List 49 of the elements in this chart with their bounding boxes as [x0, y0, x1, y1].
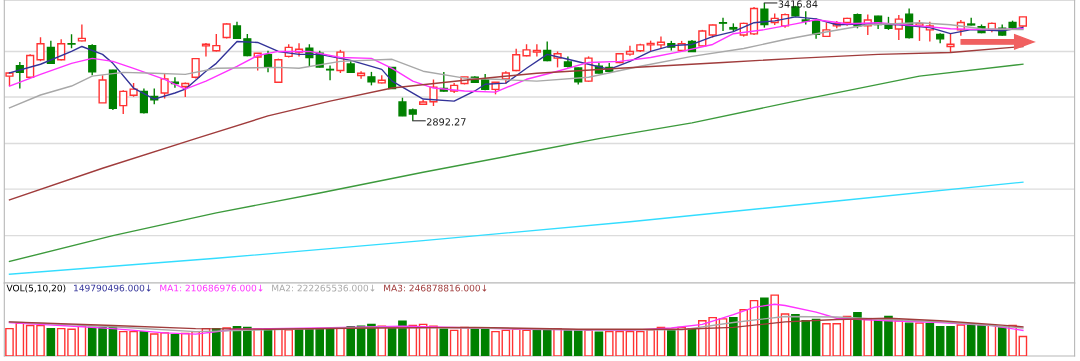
bar: [346, 326, 356, 356]
bar: [211, 327, 221, 356]
candlestick: [77, 23, 86, 43]
candlestick: [263, 50, 273, 74]
candlestick: [160, 73, 169, 100]
candlestick: [201, 42, 211, 58]
text: VOL(5,10,20): [6, 284, 66, 293]
bar: [925, 323, 935, 356]
text: MA1: 210686976.000↓: [160, 284, 263, 292]
bar: [811, 318, 821, 356]
bar: [573, 330, 583, 356]
bar: [367, 323, 376, 356]
text: MA2: 222265536.000↓: [272, 284, 375, 292]
candlestick: [325, 64, 335, 81]
bar: [325, 328, 335, 356]
candlestick: [36, 36, 45, 63]
bar: [946, 326, 955, 356]
bar: [542, 329, 552, 356]
bar: [935, 326, 945, 356]
bar: [439, 328, 449, 356]
bar: [563, 330, 573, 356]
bar: [139, 330, 149, 356]
bar: [170, 333, 180, 356]
candlestick: [532, 43, 541, 58]
text: MA3: 246878816.000↓: [384, 284, 487, 292]
bar: [480, 329, 490, 356]
candlestick: [946, 32, 955, 54]
candlestick: [718, 17, 728, 32]
bar: [873, 320, 883, 356]
bar: [470, 328, 480, 356]
text: 149790496.000↓: [74, 284, 151, 292]
bar: [729, 316, 738, 356]
annotation: 3416.84: [778, 0, 818, 8]
candlestick: [119, 89, 128, 115]
bar: [594, 331, 604, 356]
bar: [853, 312, 862, 356]
candlestick: [967, 17, 976, 27]
bar: [904, 322, 914, 356]
bar: [532, 329, 542, 356]
candlestick: [98, 74, 107, 104]
bar: [760, 297, 769, 356]
candlestick: [398, 97, 407, 117]
bar: [997, 327, 1007, 356]
bar: [46, 327, 56, 356]
bar: [398, 320, 407, 356]
annotation: 2892.27: [426, 118, 466, 126]
candlestick: [274, 57, 283, 84]
bar: [884, 315, 893, 356]
bar: [666, 329, 676, 356]
